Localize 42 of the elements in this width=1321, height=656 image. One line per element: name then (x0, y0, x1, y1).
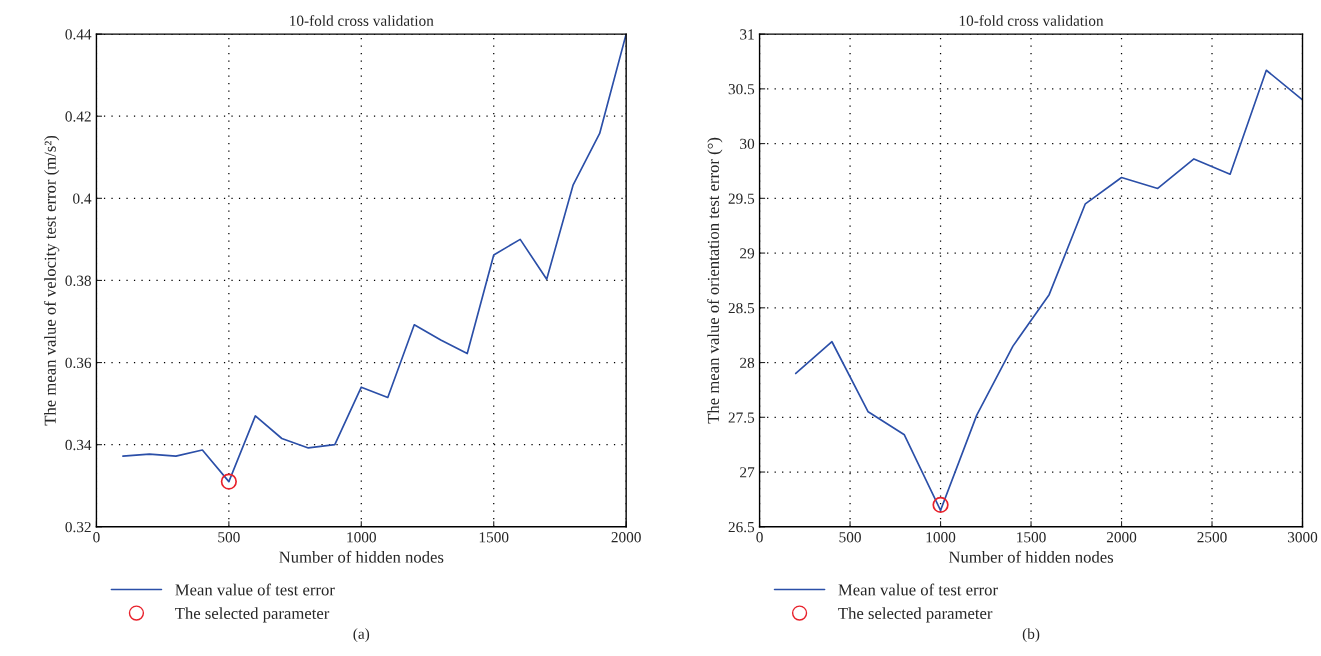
x-tick-label: 1000 (926, 532, 956, 543)
y-tick-label: 30.5 (728, 83, 755, 95)
x-tick-label: 500 (839, 532, 861, 543)
legend-label: The selected parameter (838, 607, 993, 623)
x-axis-title: Number of hidden nodes (279, 550, 444, 563)
y-tick-label: 28 (740, 357, 755, 368)
y-tick-label: 0.36 (65, 357, 92, 369)
x-axis-title: Number of hidden nodes (948, 550, 1114, 563)
chart-title: 10-fold cross validation (290, 15, 434, 26)
legend-label: Mean value of test error (838, 583, 998, 596)
x-tick-label: 2000 (611, 532, 641, 543)
x-tick-label: 1500 (479, 532, 509, 543)
x-tick-label: 2000 (1106, 532, 1137, 543)
x-tick-label: 500 (218, 532, 240, 543)
y-tick-label: 27.5 (728, 412, 755, 423)
y-tick-label: 0.42 (65, 111, 91, 122)
y-tick-label: 0.32 (65, 521, 91, 533)
y-tick-label: 0.4 (73, 193, 92, 204)
y-axis-title: The mean value of velocity test error (m/s²) (43, 135, 60, 426)
y-tick-label: 0.34 (65, 439, 92, 451)
x-tick-label: 2500 (1197, 532, 1227, 543)
y-tick-label: 30 (740, 138, 755, 150)
y-tick-label: 31 (740, 29, 754, 40)
y-tick-label: 29 (740, 248, 755, 259)
y-tick-label: 0.38 (65, 275, 91, 286)
y-tick-label: 28.5 (728, 302, 755, 314)
line-series (794, 69, 1303, 512)
y-tick-label: 27 (740, 467, 755, 478)
y-tick-label: 26.5 (728, 521, 755, 533)
text: (a) (353, 628, 370, 643)
chart-title: 10-fold cross validation (959, 15, 1104, 26)
legend-label: The selected parameter (175, 607, 330, 623)
y-axis-title: The mean value of orientation test error (°) (707, 137, 723, 424)
x-tick-label: 0 (93, 532, 100, 543)
x-tick-label: 1000 (347, 532, 376, 543)
x-tick-label: 1500 (1017, 532, 1046, 543)
text: (b) (1022, 628, 1040, 643)
y-tick-label: 29.5 (728, 193, 755, 204)
x-tick-label: 3000 (1287, 532, 1318, 543)
y-tick-label: 0.44 (65, 29, 92, 40)
x-tick-label: 0 (756, 532, 763, 543)
legend-label: Mean value of test error (175, 583, 335, 596)
